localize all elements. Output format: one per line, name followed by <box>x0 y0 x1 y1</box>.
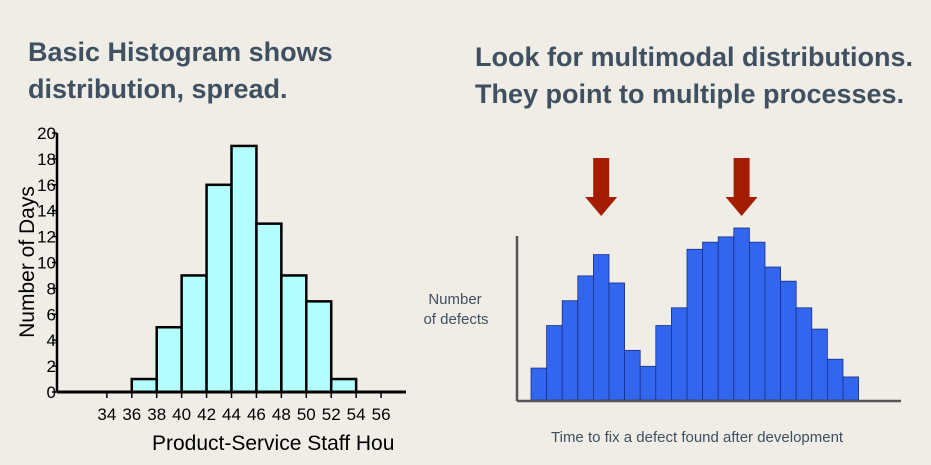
histogram-y-tick-label-1: 2 <box>47 357 56 376</box>
histogram-bar-7 <box>230 144 258 394</box>
right-headline: Look for multimodal distributions. They … <box>475 39 913 113</box>
multimodal-bar-9 <box>671 307 688 401</box>
multimodal-y-axis-title-line-1: Number <box>428 291 481 308</box>
multimodal-bar-5 <box>608 282 626 401</box>
histogram-x-axis-title: Product-Service Staff Hou <box>152 432 394 455</box>
multimodal-bar-6 <box>624 349 641 401</box>
multimodal-bar-11 <box>702 241 719 401</box>
histogram-bar-8 <box>255 222 283 394</box>
histogram-y-tick-label-2: 4 <box>47 331 56 350</box>
right-headline-line-2: They point to multiple processes. <box>475 79 905 109</box>
histogram-bar-3 <box>130 377 158 394</box>
multimodal-bar-18 <box>811 328 828 401</box>
multimodal-bar-10 <box>686 248 704 401</box>
histogram-y-tick-label-9: 18 <box>37 150 56 169</box>
multimodal-bar-8 <box>655 325 672 401</box>
histogram-x-tick-label-10: 54 <box>347 405 366 424</box>
multimodal-x-axis-title: Time to fix a defect found after develop… <box>551 429 844 446</box>
histogram-y-tick-label-8: 16 <box>37 176 56 195</box>
histogram-y-tick-label-7: 14 <box>37 202 56 221</box>
left-headline: Basic Histogram shows distribution, spre… <box>28 34 333 108</box>
multimodal-y-axis-title-line-2: of defects <box>423 311 488 328</box>
multimodal-bar-17 <box>795 307 813 401</box>
histogram-bar-11 <box>329 377 358 394</box>
multimodal-bar-20 <box>842 376 860 401</box>
histogram-y-tick-label-10: 20 <box>37 124 56 143</box>
multimodal-bar-16 <box>780 280 797 401</box>
histogram-x-tick-label-6: 46 <box>247 405 266 424</box>
histogram-x-tick-label-9: 52 <box>322 405 341 424</box>
histogram-bar-5 <box>180 274 208 394</box>
histogram-y-tick-label-0: 0 <box>47 383 56 402</box>
multimodal-bar-12 <box>717 236 735 401</box>
histogram-y-tick-label-6: 12 <box>37 228 56 247</box>
left-headline-line-2: distribution, spread. <box>28 74 288 104</box>
right-headline-line-1: Look for multimodal distributions. <box>475 42 913 72</box>
multimodal-bar-14 <box>749 241 766 401</box>
histogram-y-tick-label-3: 6 <box>47 305 56 324</box>
histogram-y-tick-label-4: 8 <box>47 279 56 298</box>
histogram-x-tick-label-0: 34 <box>97 405 116 424</box>
histogram-bar-9 <box>280 274 308 394</box>
histogram-x-tick-label-1: 36 <box>122 405 141 424</box>
histogram-y-axis-title: Number of Days <box>16 186 39 338</box>
multimodal-bar-4 <box>593 254 610 401</box>
histogram-x-tick-label-5: 44 <box>222 405 241 424</box>
multimodal-bar-1 <box>546 325 563 401</box>
multimodal-bar-2 <box>561 300 579 401</box>
histogram-bar-10 <box>305 300 333 394</box>
multimodal-bar-15 <box>764 266 782 401</box>
multimodal-bar-19 <box>827 358 844 401</box>
histogram-x-tick-label-11: 56 <box>372 405 391 424</box>
histogram-x-tick-label-8: 50 <box>297 405 316 424</box>
histogram-bar-6 <box>205 183 233 394</box>
multimodal-histogram: Number of defects Time to fix a defect fou… <box>423 158 901 446</box>
left-headline-line-1: Basic Histogram shows <box>28 37 333 67</box>
histogram-x-tick-label-4: 42 <box>197 405 216 424</box>
mode-arrow-2 <box>725 158 758 216</box>
multimodal-bar-13 <box>733 227 750 401</box>
multimodal-bar-0 <box>530 367 548 401</box>
histogram-bar-4 <box>155 326 183 394</box>
mode-arrow-1 <box>585 158 618 216</box>
histogram-x-tick-label-2: 38 <box>147 405 166 424</box>
histogram-x-tick-label-7: 48 <box>272 405 291 424</box>
multimodal-bar-7 <box>639 365 657 401</box>
multimodal-bar-3 <box>577 275 594 401</box>
histogram-x-tick-label-3: 40 <box>172 405 191 424</box>
histogram-y-tick-label-5: 10 <box>37 254 56 273</box>
